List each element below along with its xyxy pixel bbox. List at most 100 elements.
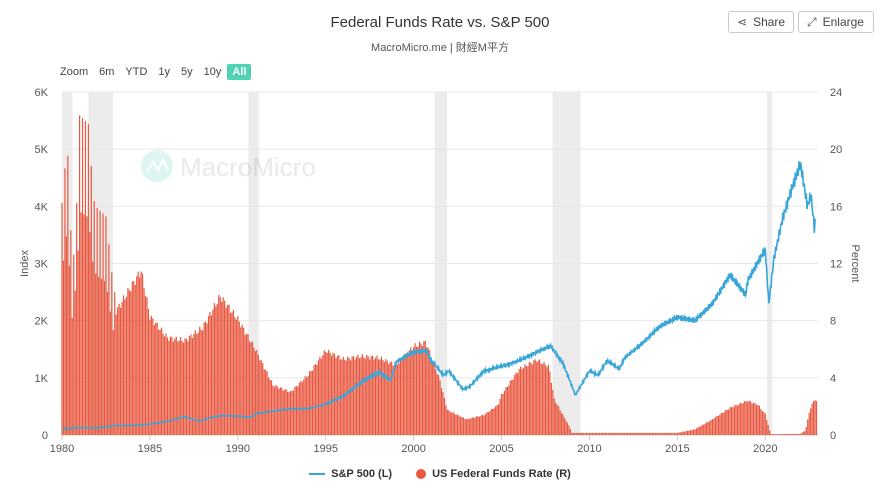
watermark-logo-mark bbox=[146, 157, 169, 173]
ffr-bar bbox=[330, 355, 333, 435]
zoom-all-button[interactable]: All bbox=[227, 64, 252, 80]
ffr-bar bbox=[210, 315, 213, 435]
right-tick-label: 16 bbox=[830, 201, 842, 213]
ffr-bar bbox=[597, 432, 599, 435]
ffr-bar bbox=[96, 207, 98, 435]
ffr-bar bbox=[200, 329, 202, 435]
ffr-bar bbox=[196, 334, 198, 435]
right-axis-title: Percent bbox=[849, 245, 861, 283]
ffr-bar bbox=[415, 346, 418, 435]
ffr-bar bbox=[789, 433, 791, 435]
ffr-bar bbox=[112, 330, 114, 435]
ffr-bar bbox=[580, 432, 582, 435]
left-tick-label: 3K bbox=[35, 259, 49, 271]
ffr-bar bbox=[429, 350, 431, 435]
ffr-bar bbox=[257, 354, 259, 435]
sp500-path bbox=[61, 161, 817, 430]
ffr-bar bbox=[360, 357, 362, 435]
ffr-bar bbox=[637, 432, 639, 435]
ffr-bar bbox=[673, 432, 676, 435]
zoom-5y-button[interactable]: 5y bbox=[181, 66, 193, 78]
ffr-bar bbox=[607, 432, 610, 435]
zoom-10y-button[interactable]: 10y bbox=[203, 66, 222, 78]
right-tick-label: 20 bbox=[830, 144, 842, 156]
ffr-bar bbox=[761, 411, 763, 435]
ffr-bar bbox=[216, 303, 218, 435]
ffr-bar bbox=[348, 357, 350, 435]
ffr-bar bbox=[795, 433, 797, 435]
ffr-bar bbox=[446, 409, 448, 435]
ffr-bar bbox=[530, 362, 532, 435]
ffr-bar bbox=[546, 367, 548, 435]
ffr-bar bbox=[600, 432, 602, 435]
zoom-6m-button[interactable]: 6m bbox=[99, 66, 115, 78]
legend: S&P 500 (L) US Federal Funds Rate (R) bbox=[0, 468, 880, 480]
ffr-bar bbox=[651, 432, 654, 435]
legend-label-ffr: US Federal Funds Rate (R) bbox=[432, 468, 571, 480]
legend-item-sp500[interactable]: S&P 500 (L) bbox=[309, 468, 392, 480]
ffr-bar bbox=[791, 433, 793, 435]
ffr-bar bbox=[115, 314, 117, 435]
ffr-bar bbox=[766, 419, 768, 435]
ffr-bar bbox=[311, 370, 314, 435]
ffr-bar bbox=[81, 118, 84, 435]
zoom-1y-button[interactable]: 1y bbox=[158, 66, 171, 78]
ffr-bar bbox=[80, 212, 82, 435]
ffr-bar bbox=[465, 419, 467, 435]
ffr-bar bbox=[645, 432, 648, 435]
ffr-bar bbox=[367, 356, 369, 435]
ffr-bar bbox=[498, 404, 500, 435]
ffr-bar bbox=[739, 402, 741, 435]
ffr-bar bbox=[635, 432, 637, 435]
ffr-bar bbox=[512, 379, 514, 435]
ffr-bar bbox=[172, 341, 174, 435]
ffr-bar bbox=[76, 203, 78, 435]
ffr-bar bbox=[347, 356, 349, 435]
ffr-bar bbox=[525, 366, 528, 435]
ffr-bar bbox=[228, 304, 230, 435]
right-tick-label: 0 bbox=[830, 430, 836, 442]
zoom-ytd-button[interactable]: YTD bbox=[125, 66, 148, 78]
ffr-bar bbox=[763, 411, 765, 435]
ffr-bar bbox=[700, 425, 702, 435]
ffr-bar bbox=[722, 413, 724, 435]
watermark: MacroMicro bbox=[141, 150, 316, 182]
ffr-bar bbox=[128, 290, 130, 435]
sp500-line bbox=[61, 161, 817, 430]
ffr-bar bbox=[571, 432, 573, 435]
ffr-bar bbox=[203, 322, 205, 435]
ffr-bar bbox=[83, 214, 85, 435]
ffr-bar bbox=[287, 391, 289, 435]
ffr-bar bbox=[744, 400, 746, 435]
ffr-bar bbox=[517, 373, 519, 435]
ffr-bar bbox=[748, 400, 750, 435]
ffr-bar bbox=[183, 342, 185, 435]
ffr-bar bbox=[439, 380, 441, 435]
ffr-bar bbox=[776, 434, 778, 435]
ffr-bar bbox=[103, 281, 106, 435]
ffr-bar bbox=[206, 323, 208, 435]
ffr-bar bbox=[647, 432, 649, 435]
ffr-bar bbox=[335, 358, 337, 435]
enlarge-button[interactable]: ⤢ Enlarge bbox=[798, 11, 874, 33]
ffr-bar bbox=[704, 423, 706, 435]
ffr-bar bbox=[449, 411, 451, 435]
ffr-bar bbox=[87, 123, 89, 435]
ffr-bar bbox=[253, 347, 255, 435]
ffr-bar bbox=[606, 432, 608, 435]
ffr-bar bbox=[487, 412, 489, 435]
ffr-bar bbox=[240, 327, 242, 435]
ffr-bar bbox=[711, 419, 714, 435]
ffr-bar bbox=[212, 309, 214, 435]
ffr-bar bbox=[470, 418, 472, 435]
ffr-bar bbox=[193, 334, 195, 435]
legend-item-ffr[interactable]: US Federal Funds Rate (R) bbox=[416, 468, 571, 480]
share-button[interactable]: ⋖ Share bbox=[728, 11, 794, 33]
ffr-bar bbox=[345, 360, 347, 435]
right-tick-label: 8 bbox=[830, 316, 836, 328]
x-tick-label: 1980 bbox=[50, 443, 74, 455]
ffr-bar bbox=[484, 414, 487, 435]
ffr-bar bbox=[552, 389, 554, 435]
ffr-bar bbox=[537, 360, 539, 435]
ffr-bar bbox=[436, 374, 438, 435]
